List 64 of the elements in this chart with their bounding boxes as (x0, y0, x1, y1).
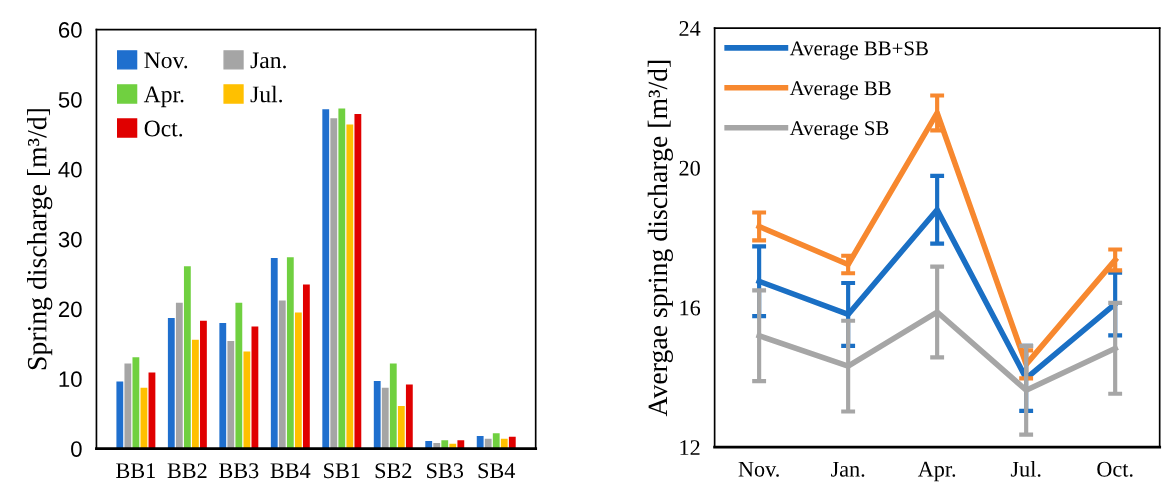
x-tick-label: Jan. (831, 461, 865, 477)
bar (389, 363, 397, 449)
legend-label: Average BB (789, 81, 891, 100)
y-tick-label: 50 (58, 91, 82, 108)
bar (243, 351, 251, 449)
x-tick-label: SB3 (427, 463, 464, 479)
x-tick-label: BB4 (270, 463, 311, 478)
bar (270, 257, 278, 449)
bar (354, 114, 362, 449)
bar (476, 436, 484, 449)
bar (330, 118, 338, 449)
bar (294, 312, 302, 449)
bar (167, 318, 175, 449)
bar (200, 320, 207, 449)
bar (116, 381, 124, 449)
bar (492, 433, 500, 449)
y-tick-label: 16 (680, 300, 701, 316)
legend-label: Jul. (250, 85, 282, 103)
bar (302, 284, 310, 449)
legend-label: Nov. (144, 52, 188, 69)
y-tick-label: 30 (58, 231, 82, 248)
legend-label: Average SB (789, 121, 889, 140)
bar (381, 387, 389, 449)
bar (219, 322, 227, 449)
bar (346, 124, 354, 449)
legend-label: Average BB+SB (789, 41, 928, 60)
bar (397, 406, 405, 449)
x-tick-label: SB4 (478, 463, 516, 479)
x-tick-label: Nov. (738, 461, 779, 477)
x-tick-label: BB3 (219, 463, 259, 479)
y-axis-title: Avergae spring discharge [m³/d] (647, 60, 673, 417)
bar (373, 380, 381, 449)
legend-label: Jan. (250, 52, 286, 69)
y-tick-label: 24 (679, 21, 701, 36)
y-tick-label: 10 (59, 371, 82, 388)
bar (183, 266, 191, 449)
bar (175, 302, 183, 449)
bar (338, 108, 346, 449)
x-tick-label: Oct. (1097, 461, 1133, 477)
y-tick-label: 12 (680, 440, 700, 455)
bar (251, 326, 259, 449)
x-tick-label: Jul. (1010, 461, 1041, 477)
bar (191, 339, 199, 449)
bar (235, 302, 243, 449)
bar (278, 300, 286, 449)
bar (322, 109, 330, 449)
x-tick-label: BB2 (167, 463, 207, 478)
bar (227, 341, 235, 449)
bar (405, 384, 413, 449)
bar (286, 257, 294, 449)
x-tick-label: Apr. (917, 461, 956, 482)
x-tick-label: SB1 (324, 463, 360, 479)
y-axis-title: Spring discharge [m³/d] (27, 109, 53, 370)
x-tick-label: BB1 (116, 463, 155, 478)
y-tick-label: 20 (679, 160, 700, 176)
legend-label: Oct. (144, 120, 183, 137)
y-tick-label: 0 (71, 441, 82, 457)
y-tick-label: 60 (58, 22, 82, 38)
y-tick-label: 20 (58, 301, 82, 318)
legend-label: Apr. (143, 86, 184, 108)
bar (124, 363, 132, 449)
bar (132, 357, 140, 449)
y-tick-label: 40 (58, 161, 82, 178)
x-tick-label: SB2 (375, 463, 412, 479)
